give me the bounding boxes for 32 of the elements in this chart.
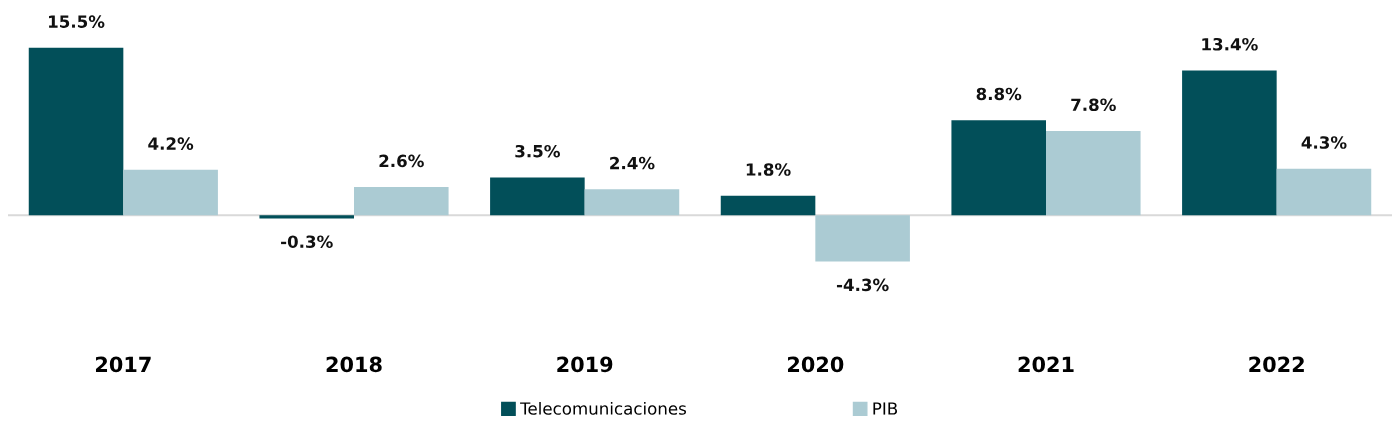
data-label: 1.8%	[746, 163, 791, 176]
data-label: 2.6%	[379, 154, 424, 168]
x-tick-label: 2022	[1249, 356, 1304, 373]
bar	[720, 195, 816, 216]
data-label: 15.5%	[49, 15, 105, 28]
bar	[354, 187, 449, 216]
bar	[1182, 70, 1277, 216]
bar	[815, 215, 910, 262]
x-tick-label: 2018	[326, 356, 382, 373]
legend-label: Telecomunicaciones	[520, 401, 686, 415]
bar	[951, 120, 1046, 216]
x-tick-label: 2019	[557, 356, 613, 373]
data-label: 7.8%	[1071, 98, 1116, 112]
x-tick-label: 2017	[95, 356, 151, 373]
data-label: 2.4%	[610, 156, 655, 170]
data-label: 13.4%	[1202, 37, 1258, 51]
bar	[490, 177, 585, 216]
data-label: 4.2%	[148, 137, 194, 150]
data-label: 8.8%	[976, 87, 1022, 101]
bar	[1046, 130, 1141, 216]
data-label: 4.3%	[1301, 136, 1347, 149]
bar	[1276, 168, 1372, 216]
x-tick-label: 2021	[1018, 356, 1074, 373]
bar	[28, 47, 124, 216]
data-label: 3.5%	[515, 144, 560, 158]
bar	[584, 189, 680, 216]
legend-label: PIB	[873, 402, 898, 415]
bar	[123, 169, 218, 216]
x-tick-label: 2020	[787, 356, 844, 373]
data-label: -4.3%	[836, 278, 889, 292]
bar	[259, 215, 354, 219]
data-label: -0.3%	[281, 235, 333, 248]
